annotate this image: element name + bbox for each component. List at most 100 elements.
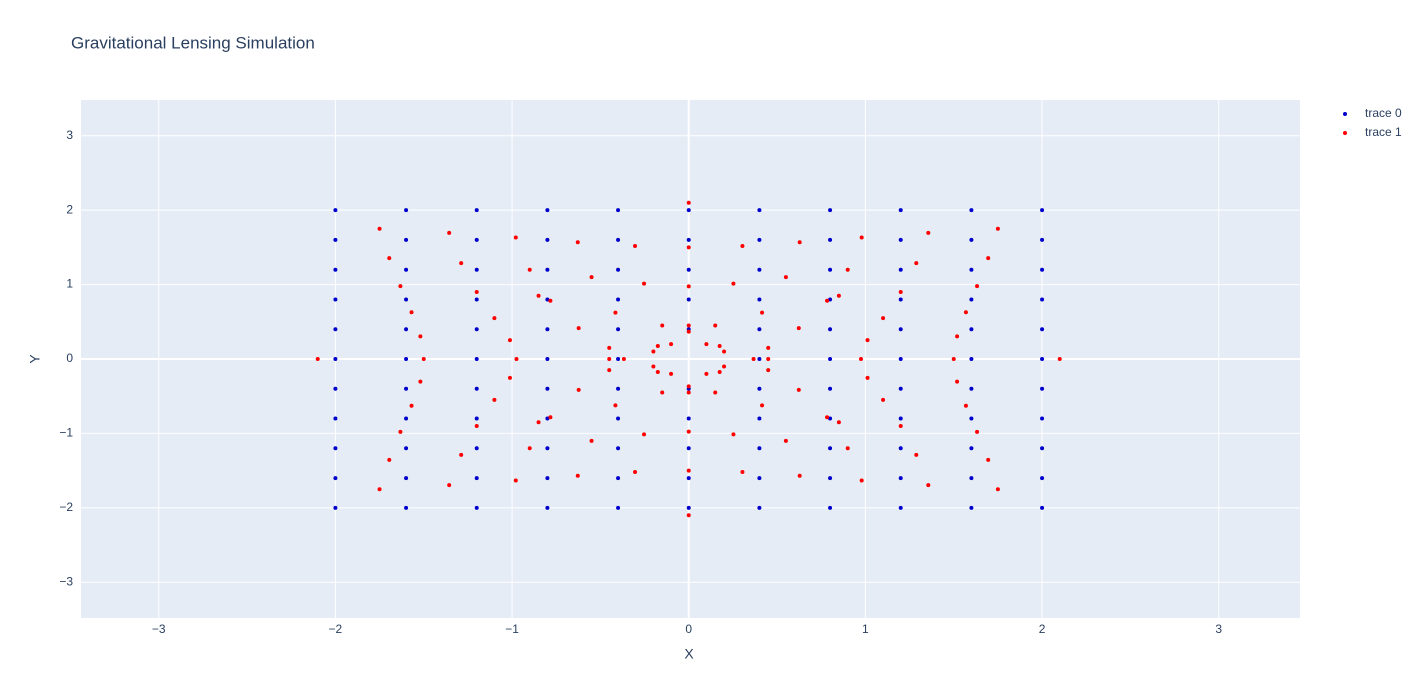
point bbox=[686, 245, 691, 250]
y-axis-title: Y bbox=[27, 354, 43, 364]
point bbox=[797, 240, 802, 245]
point bbox=[898, 476, 903, 481]
point bbox=[828, 237, 833, 242]
point bbox=[377, 487, 382, 492]
point bbox=[669, 342, 674, 347]
point bbox=[898, 290, 903, 295]
point bbox=[492, 316, 497, 321]
point bbox=[607, 368, 612, 373]
x-tick-label: −1 bbox=[505, 622, 519, 636]
point bbox=[507, 375, 512, 380]
point bbox=[576, 387, 581, 392]
point bbox=[686, 468, 691, 473]
point bbox=[404, 237, 409, 242]
point bbox=[474, 357, 479, 361]
point bbox=[607, 345, 612, 350]
point bbox=[333, 327, 338, 332]
point bbox=[757, 416, 762, 421]
point bbox=[513, 478, 518, 483]
point bbox=[575, 473, 580, 478]
point bbox=[474, 386, 479, 391]
point bbox=[613, 403, 618, 408]
point bbox=[642, 281, 647, 286]
point bbox=[828, 476, 833, 481]
point bbox=[404, 208, 409, 213]
y-tick-label: −2 bbox=[59, 500, 73, 514]
point bbox=[986, 457, 991, 462]
series bbox=[315, 200, 1062, 518]
point bbox=[783, 438, 788, 443]
point bbox=[545, 386, 550, 391]
point bbox=[660, 323, 665, 328]
point bbox=[545, 267, 550, 272]
point bbox=[404, 297, 409, 302]
series bbox=[333, 208, 1045, 510]
point bbox=[418, 379, 423, 384]
point bbox=[474, 476, 479, 481]
point bbox=[757, 297, 762, 302]
point bbox=[766, 357, 771, 361]
point bbox=[969, 505, 974, 510]
y-tick-label: 2 bbox=[66, 202, 73, 216]
point bbox=[545, 297, 550, 302]
point bbox=[474, 267, 479, 272]
point bbox=[713, 390, 718, 395]
point bbox=[660, 390, 665, 395]
point bbox=[686, 329, 691, 334]
point bbox=[731, 432, 736, 437]
point bbox=[404, 416, 409, 421]
point bbox=[898, 297, 903, 302]
point bbox=[474, 446, 479, 451]
point bbox=[686, 513, 691, 518]
point bbox=[858, 357, 863, 361]
point bbox=[704, 371, 709, 376]
point bbox=[686, 476, 691, 481]
point bbox=[474, 290, 479, 295]
point bbox=[898, 423, 903, 428]
point bbox=[548, 415, 553, 420]
point bbox=[616, 446, 621, 451]
point bbox=[409, 310, 414, 315]
point bbox=[1040, 357, 1045, 361]
point bbox=[828, 505, 833, 510]
point bbox=[686, 446, 691, 451]
point bbox=[333, 505, 338, 510]
point bbox=[589, 438, 594, 443]
point bbox=[914, 452, 919, 457]
y-tick-label: −1 bbox=[59, 426, 73, 440]
point bbox=[914, 261, 919, 266]
point bbox=[740, 470, 745, 475]
point bbox=[986, 256, 991, 261]
point bbox=[1040, 327, 1045, 332]
point bbox=[898, 416, 903, 421]
point bbox=[969, 476, 974, 481]
point bbox=[651, 349, 656, 354]
point bbox=[975, 429, 980, 434]
point bbox=[898, 446, 903, 451]
point bbox=[969, 327, 974, 332]
point bbox=[825, 415, 830, 420]
point bbox=[796, 326, 801, 331]
x-tick-label: −2 bbox=[329, 622, 343, 636]
y-tick-label: 0 bbox=[66, 351, 73, 365]
point bbox=[1040, 208, 1045, 213]
point bbox=[757, 267, 762, 272]
point bbox=[333, 267, 338, 272]
point bbox=[757, 446, 762, 451]
point bbox=[669, 371, 674, 376]
point bbox=[616, 416, 621, 421]
point bbox=[655, 370, 660, 375]
point bbox=[404, 476, 409, 481]
point bbox=[898, 267, 903, 272]
point bbox=[898, 505, 903, 510]
point bbox=[459, 452, 464, 457]
point bbox=[527, 446, 532, 451]
point bbox=[969, 416, 974, 421]
point bbox=[828, 327, 833, 332]
legend-marker bbox=[1343, 131, 1347, 135]
chart-title: Gravitational Lensing Simulation bbox=[71, 33, 315, 52]
point bbox=[514, 357, 519, 361]
point bbox=[881, 397, 886, 402]
x-axis-title: X bbox=[684, 646, 694, 662]
